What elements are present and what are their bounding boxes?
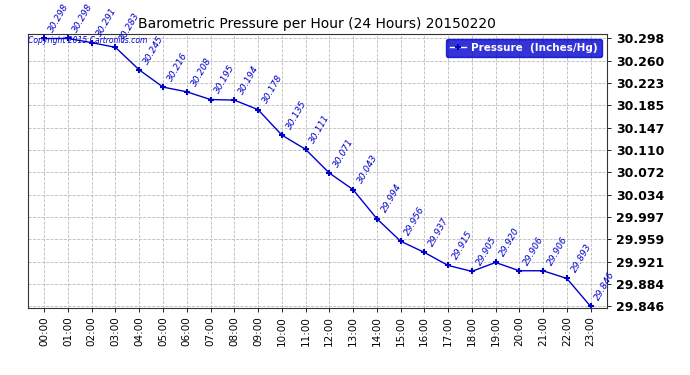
Text: 30.111: 30.111	[308, 113, 332, 145]
Text: 29.937: 29.937	[427, 216, 451, 248]
Text: 30.178: 30.178	[261, 74, 284, 105]
Pressure  (Inches/Hg)	[562, 276, 571, 281]
Pressure  (Inches/Hg)	[277, 133, 286, 137]
Text: 29.994: 29.994	[380, 183, 403, 214]
Text: 29.906: 29.906	[522, 235, 546, 267]
Text: 30.208: 30.208	[190, 56, 213, 88]
Title: Barometric Pressure per Hour (24 Hours) 20150220: Barometric Pressure per Hour (24 Hours) …	[139, 17, 496, 31]
Pressure  (Inches/Hg)	[586, 304, 595, 309]
Text: 30.245: 30.245	[142, 34, 166, 66]
Text: 30.043: 30.043	[356, 153, 380, 185]
Text: 30.283: 30.283	[118, 11, 142, 43]
Text: Copyright 2015 Cartronics.com: Copyright 2015 Cartronics.com	[28, 36, 148, 45]
Text: 29.906: 29.906	[546, 235, 569, 267]
Pressure  (Inches/Hg)	[325, 171, 333, 175]
Text: 30.194: 30.194	[237, 64, 261, 96]
Legend: Pressure  (Inches/Hg): Pressure (Inches/Hg)	[446, 39, 602, 57]
Text: 29.905: 29.905	[475, 235, 498, 267]
Pressure  (Inches/Hg)	[159, 85, 167, 89]
Pressure  (Inches/Hg)	[88, 40, 96, 45]
Line: Pressure  (Inches/Hg): Pressure (Inches/Hg)	[41, 35, 594, 310]
Pressure  (Inches/Hg)	[373, 216, 381, 221]
Pressure  (Inches/Hg)	[302, 147, 310, 152]
Pressure  (Inches/Hg)	[135, 68, 144, 72]
Pressure  (Inches/Hg)	[515, 268, 524, 273]
Text: 29.956: 29.956	[404, 205, 427, 237]
Pressure  (Inches/Hg)	[539, 268, 547, 273]
Text: 30.298: 30.298	[71, 2, 95, 34]
Text: 29.846: 29.846	[593, 270, 617, 302]
Pressure  (Inches/Hg)	[64, 36, 72, 41]
Text: 29.915: 29.915	[451, 230, 475, 261]
Text: 29.893: 29.893	[570, 242, 593, 274]
Pressure  (Inches/Hg)	[349, 188, 357, 192]
Pressure  (Inches/Hg)	[206, 97, 215, 102]
Pressure  (Inches/Hg)	[40, 36, 48, 41]
Pressure  (Inches/Hg)	[111, 45, 119, 50]
Text: 30.216: 30.216	[166, 51, 189, 83]
Text: 30.071: 30.071	[332, 137, 355, 169]
Pressure  (Inches/Hg)	[491, 260, 500, 265]
Pressure  (Inches/Hg)	[254, 107, 262, 112]
Pressure  (Inches/Hg)	[444, 263, 452, 268]
Text: 30.195: 30.195	[213, 63, 237, 95]
Text: 30.135: 30.135	[284, 99, 308, 131]
Pressure  (Inches/Hg)	[183, 90, 191, 94]
Pressure  (Inches/Hg)	[230, 98, 239, 102]
Pressure  (Inches/Hg)	[420, 250, 428, 255]
Text: 29.920: 29.920	[498, 226, 522, 258]
Pressure  (Inches/Hg)	[468, 269, 476, 274]
Pressure  (Inches/Hg)	[396, 239, 404, 243]
Text: 30.291: 30.291	[95, 7, 118, 39]
Text: 30.298: 30.298	[47, 2, 70, 34]
